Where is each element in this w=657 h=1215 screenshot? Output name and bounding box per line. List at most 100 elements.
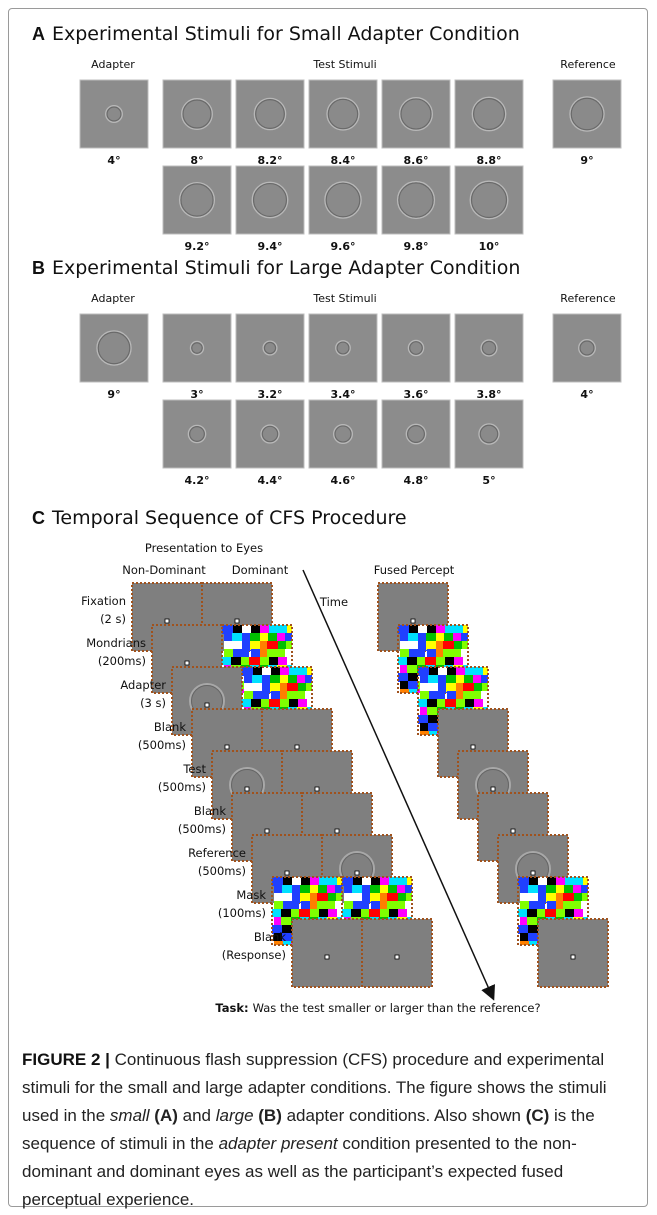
fixation xyxy=(355,871,359,875)
stimulus-label: 9° xyxy=(107,388,120,401)
fixation xyxy=(531,871,535,875)
step-duration: (500ms) xyxy=(178,822,226,836)
stimulus-label: 9.8° xyxy=(404,240,429,253)
stimulus-disk xyxy=(337,342,349,354)
stimulus-label: 5° xyxy=(482,474,495,487)
time-label: Time xyxy=(319,595,348,609)
stimulus-disk xyxy=(328,99,357,128)
eye-label: Non-Dominant xyxy=(122,563,206,577)
fixation xyxy=(315,787,319,791)
step-name: Fixation xyxy=(81,594,126,608)
frame-bg xyxy=(538,919,608,987)
stimulus-label: 4° xyxy=(107,154,120,167)
stimulus-label: 3.2° xyxy=(258,388,283,401)
caption-text: large xyxy=(216,1106,254,1125)
fixation xyxy=(491,787,495,791)
stimulus-label: 9.2° xyxy=(185,240,210,253)
stimulus-label: 3.4° xyxy=(331,388,356,401)
stimulus-disk xyxy=(482,341,495,354)
fixation xyxy=(571,955,575,959)
stimulus-label: 8.2° xyxy=(258,154,283,167)
stimulus-disk xyxy=(408,426,425,443)
stimulus-disk xyxy=(571,98,603,130)
panel-label: B xyxy=(32,258,45,278)
stimulus-disk xyxy=(326,183,360,217)
step-duration: (100ms) xyxy=(218,906,266,920)
figure: A Experimental Stimuli for Small Adapter … xyxy=(0,0,657,1040)
step-name: Mask xyxy=(236,888,266,902)
stimulus-disk xyxy=(480,425,498,443)
stimulus-disk xyxy=(107,107,121,121)
task-text: Was the test smaller or larger than the … xyxy=(253,1001,541,1015)
stimulus-label: 9° xyxy=(580,154,593,167)
task-label: Task: xyxy=(215,1001,248,1015)
stimulus-disk xyxy=(183,100,211,128)
fixation xyxy=(235,619,239,623)
fixation xyxy=(411,619,415,623)
fixation xyxy=(471,745,475,749)
panel-title: Experimental Stimuli for Small Adapter C… xyxy=(52,23,520,45)
stimulus-disk xyxy=(410,342,423,355)
stimulus-label: 10° xyxy=(479,240,500,253)
caption-text: and xyxy=(178,1106,216,1125)
eye-label: Dominant xyxy=(232,563,289,577)
caption-text: adapter conditions. Also shown xyxy=(282,1106,526,1125)
stimulus-disk xyxy=(335,426,351,442)
panel-label: C xyxy=(32,508,45,528)
stimulus-disk xyxy=(256,100,285,129)
step-name: Mondrians xyxy=(86,636,146,650)
stimulus-label: 9.4° xyxy=(258,240,283,253)
task: Task: Was the test smaller or larger than… xyxy=(215,1001,540,1015)
fixation xyxy=(225,745,229,749)
stimulus-disk xyxy=(192,343,203,354)
panel-title: Temporal Sequence of CFS Procedure xyxy=(51,507,407,529)
caption-text: small xyxy=(110,1106,150,1125)
frame-bg xyxy=(292,919,362,987)
column-heading: Test Stimuli xyxy=(312,58,376,71)
stimulus-disk xyxy=(399,183,433,217)
stimulus-label: 9.6° xyxy=(331,240,356,253)
stimulus-disk xyxy=(190,427,205,442)
caption-text: adapter present xyxy=(219,1134,338,1153)
frame xyxy=(292,919,362,987)
stimulus-label: 3.8° xyxy=(477,388,502,401)
stimulus-label: 8° xyxy=(190,154,203,167)
stimulus-disk xyxy=(181,184,213,216)
stimulus-label: 4.8° xyxy=(404,474,429,487)
stimulus-disk xyxy=(98,332,130,364)
panel-label: A xyxy=(32,24,45,44)
step-name: Adapter xyxy=(120,678,166,692)
step-duration: (500ms) xyxy=(198,864,246,878)
column-heading: Test Stimuli xyxy=(312,292,376,305)
stimulus-disk xyxy=(262,426,277,441)
panel-title: Experimental Stimuli for Large Adapter C… xyxy=(52,257,520,279)
fixation xyxy=(205,703,209,707)
stimulus-label: 3.6° xyxy=(404,388,429,401)
stimulus-disk xyxy=(264,342,275,353)
stimulus-disk xyxy=(401,99,431,129)
fixation xyxy=(265,829,269,833)
fixation xyxy=(185,661,189,665)
step-duration: (200ms) xyxy=(98,654,146,668)
stimulus-disk xyxy=(580,341,594,355)
caption-text: (B) xyxy=(254,1106,282,1125)
column-heading: Reference xyxy=(560,58,616,71)
fixation xyxy=(245,787,249,791)
fixation xyxy=(165,619,169,623)
stimulus-disk xyxy=(474,99,505,130)
column-heading: Adapter xyxy=(91,292,135,305)
step-name: Blank xyxy=(194,804,226,818)
fixation xyxy=(285,871,289,875)
caption-text: (C) xyxy=(526,1106,550,1125)
step-name: Blank xyxy=(254,930,286,944)
step-duration: (500ms) xyxy=(138,738,186,752)
stimulus-label: 8.4° xyxy=(331,154,356,167)
fixation xyxy=(325,955,329,959)
column-heading: Adapter xyxy=(91,58,135,71)
step-duration: (Response) xyxy=(222,948,286,962)
fixation xyxy=(335,829,339,833)
stimulus-label: 4.6° xyxy=(331,474,356,487)
fixation xyxy=(295,745,299,749)
fixation xyxy=(511,829,515,833)
step-name: Blank xyxy=(154,720,186,734)
